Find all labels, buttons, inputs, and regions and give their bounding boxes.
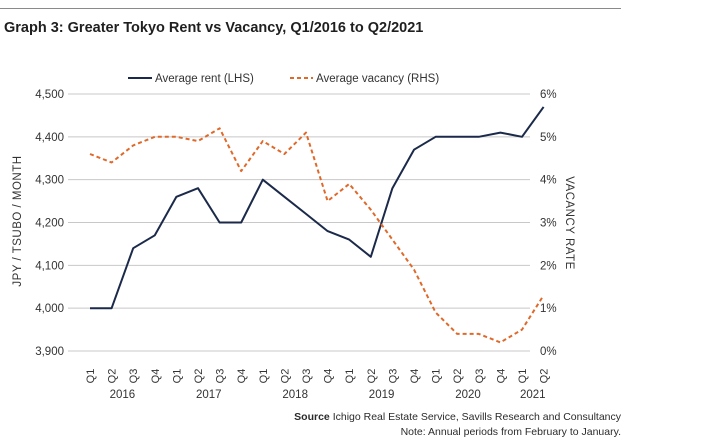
x-tick-label: Q4 — [409, 369, 421, 384]
left-tick-label: 4,000 — [35, 303, 64, 315]
left-axis-ticks: 4,500 4,400 4,300 4,200 4,100 4,000 3,900 — [35, 89, 64, 358]
left-tick-label: 4,400 — [35, 132, 64, 144]
vacancy-series-line — [89, 127, 545, 344]
x-tick-label: Q4 — [150, 369, 162, 384]
left-tick-label: 4,100 — [35, 260, 64, 272]
x-tick-label: Q4 — [236, 369, 248, 384]
series-layer — [89, 106, 545, 344]
legend: Average rent (LHS) Average vacancy (RHS) — [128, 73, 439, 85]
x-axis-ticks: Q1 Q2 Q3 Q4 Q1 Q2 Q3 Q4 Q1 Q2 Q3 Q4 Q1 Q2 Q3 Q4 Q1 Q2 Q3 Q4… — [85, 369, 551, 384]
top-rule — [0, 8, 621, 9]
left-tick-label: 4,200 — [35, 218, 64, 230]
left-tick-label: 3,900 — [35, 346, 64, 358]
x-tick-label: Q1 — [258, 369, 270, 384]
year-label: 2020 — [455, 389, 481, 401]
legend-vacancy-label: Average vacancy (RHS) — [316, 73, 439, 85]
year-label: 2019 — [369, 389, 395, 401]
left-tick-label: 4,300 — [35, 175, 64, 187]
left-tick-label: 4,500 — [35, 89, 64, 101]
right-tick-label: 6% — [540, 89, 557, 101]
year-label: 2018 — [282, 389, 308, 401]
right-tick-label: 5% — [540, 132, 557, 144]
chart-title: Graph 3: Greater Tokyo Rent vs Vacancy, … — [4, 20, 424, 36]
left-axis-label: JPY / TSUBO / MONTH — [12, 155, 24, 286]
year-label: 2017 — [196, 389, 222, 401]
right-tick-label: 4% — [540, 175, 557, 187]
x-tick-label: Q4 — [495, 369, 507, 384]
grid-lines — [68, 93, 530, 352]
footnote: Note: Annual periods from February to Ja… — [400, 426, 621, 438]
year-label: 2021 — [520, 389, 546, 401]
x-tick-label: Q3 — [301, 369, 313, 384]
x-tick-label: Q1 — [517, 369, 529, 384]
x-tick-label: Q3 — [474, 369, 486, 384]
right-tick-label: 2% — [540, 260, 557, 272]
source-line: Source Ichigo Real Estate Service, Savil… — [294, 411, 621, 424]
legend-rent-label: Average rent (LHS) — [155, 73, 254, 85]
source-text: Ichigo Real Estate Service, Savills Rese… — [332, 411, 621, 423]
x-tick-label: Q2 — [193, 369, 205, 384]
x-tick-label: Q2 — [539, 369, 551, 384]
x-tick-label: Q3 — [128, 369, 140, 384]
right-axis-ticks: 6% 5% 4% 3% 2% 1% 0% — [540, 89, 557, 358]
year-label: 2016 — [110, 389, 136, 401]
x-tick-label: Q2 — [107, 369, 119, 384]
right-tick-label: 3% — [540, 218, 557, 230]
x-tick-label: Q4 — [323, 369, 335, 384]
right-axis-label: VACANCY RATE — [563, 176, 575, 270]
x-tick-label: Q3 — [215, 369, 227, 384]
x-tick-label: Q2 — [452, 369, 464, 384]
x-tick-label: Q1 — [431, 369, 443, 384]
right-tick-label: 1% — [540, 303, 557, 315]
x-tick-label: Q2 — [279, 369, 291, 384]
year-labels: 2016 2017 2018 2019 2020 2021 — [110, 389, 546, 401]
x-tick-label: Q1 — [85, 369, 97, 384]
x-tick-label: Q3 — [387, 369, 399, 384]
x-tick-label: Q2 — [366, 369, 378, 384]
rent-series-line — [90, 106, 545, 310]
right-tick-label: 0% — [540, 346, 557, 358]
source-label: Source — [294, 411, 330, 423]
x-tick-label: Q1 — [171, 369, 183, 384]
x-tick-label: Q1 — [344, 369, 356, 384]
